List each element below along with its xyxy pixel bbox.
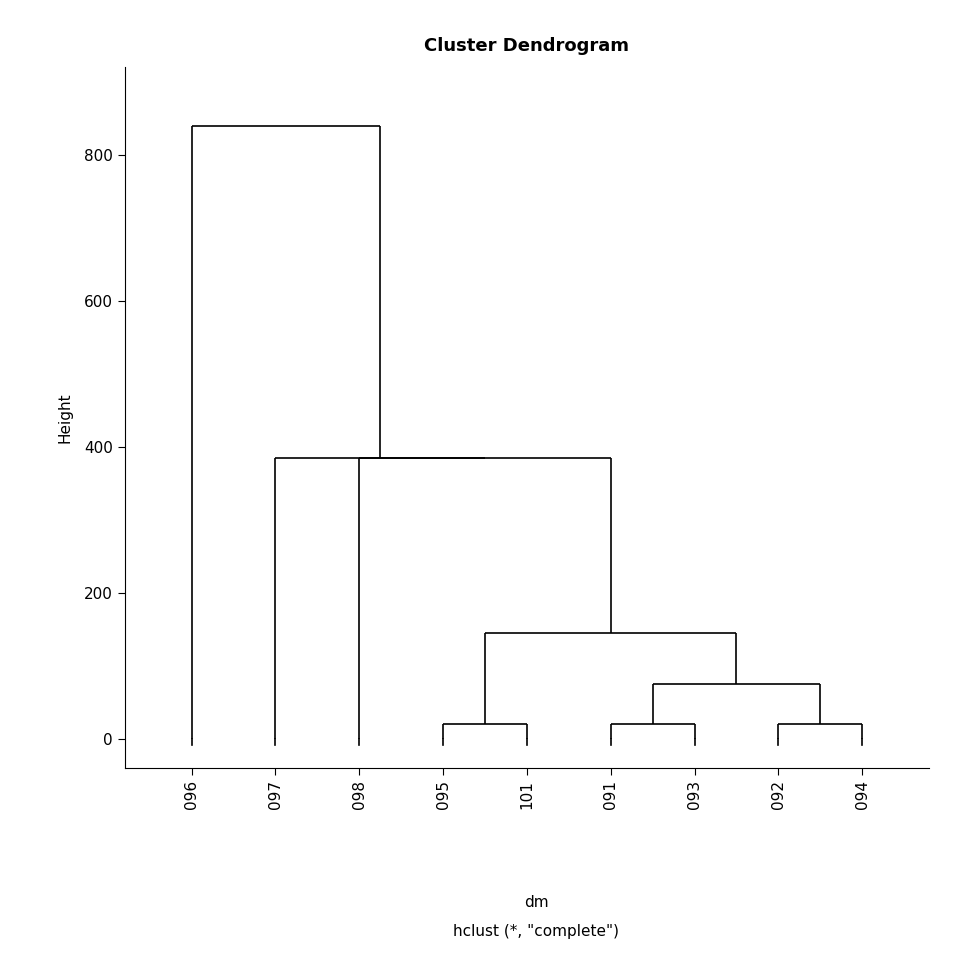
Text: hclust (*, "complete"): hclust (*, "complete") [453,924,620,939]
Text: dm: dm [524,895,549,910]
Y-axis label: Height: Height [57,393,73,443]
Title: Cluster Dendrogram: Cluster Dendrogram [424,36,629,55]
